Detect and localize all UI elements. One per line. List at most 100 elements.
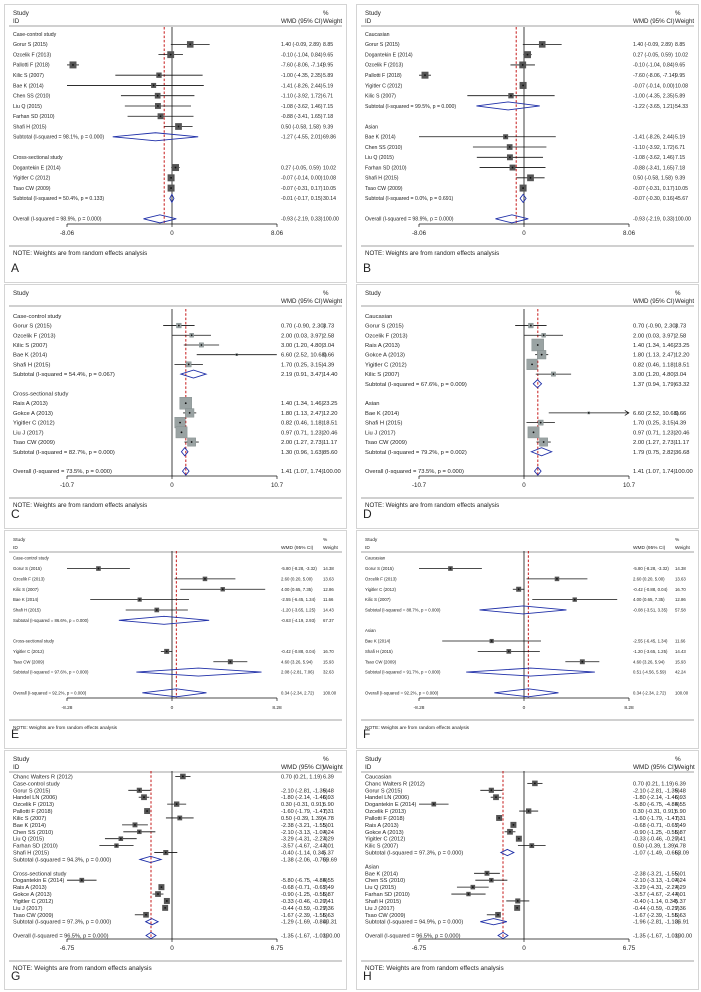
study-ci-value: -0.44 (-0.59, -0.29) [633, 906, 680, 912]
subtotal-weight-value: 40.31 [323, 920, 337, 926]
study-point-estimate [190, 334, 193, 337]
study-weight-value: 4.78 [675, 844, 686, 850]
study-weight-value: 11.66 [675, 639, 686, 644]
study-ci-value: -1.00 (-4.35, 2.35) [633, 94, 675, 100]
study-label: Pallotti F (2018) [13, 809, 53, 815]
study-label: Pallotti F (2018) [13, 63, 50, 69]
study-label: Bae K (2014) [365, 411, 399, 417]
study-point-estimate [180, 431, 183, 434]
study-label: Ozcelik F (2013) [365, 333, 408, 339]
study-point-estimate [532, 431, 535, 434]
header-id-label: ID [365, 764, 372, 771]
study-weight-value: 7.41 [675, 837, 686, 843]
study-label: Shafi H (2015) [365, 899, 401, 905]
study-weight-value: 6.71 [675, 145, 685, 151]
overall-label: Overall (I-squared = 73.5%, p = 0.000) [13, 469, 112, 475]
study-label: Gorur S (2015) [13, 42, 48, 48]
study-label: Dogantekin E (2014) [365, 52, 413, 58]
study-weight-value: 7.36 [323, 906, 334, 912]
study-ci-value: -0.42 (-0.88, 0.04) [633, 587, 668, 592]
header-id-label: ID [365, 545, 370, 551]
study-weight-value: 9.39 [323, 124, 333, 130]
header-weight-label: Weight [323, 298, 342, 305]
study-weight-value: 4.39 [323, 362, 334, 368]
study-point-estimate [490, 640, 493, 642]
study-ci-value: -1.60 (-1.79, -1.41) [281, 809, 328, 815]
header-effect-label: WMD (95% CI) [633, 545, 666, 551]
subtotal-diamond [530, 447, 553, 457]
study-point-estimate [490, 879, 493, 882]
study-weight-value: 6.39 [323, 774, 334, 780]
study-point-estimate [522, 187, 524, 189]
study-ci-value: 2.00 (1.27, 2.73) [633, 440, 676, 446]
study-ci-value: -1.60 (-1.79, -1.41) [633, 816, 680, 822]
study-label: Tsao CW (2009) [365, 659, 397, 664]
study-label: Chen SS (2010) [365, 878, 405, 884]
subgroup-heading: Caucasian [365, 32, 390, 38]
study-weight-value: 10.05 [323, 186, 336, 192]
study-weight-value: 10.02 [323, 165, 336, 171]
study-label: Yigitler C (2012) [365, 362, 407, 368]
forest-plot-d: Study WMD (95% CI)%Weight -10.7 0 10.7 NOTE: … [361, 290, 694, 509]
overall-ci-value: -0.93 (-2.19, 0.33) [633, 217, 675, 223]
study-label: Gorur S (2015) [365, 42, 400, 48]
study-ci-value: -2.10 (-2.81, -1.39) [633, 788, 680, 794]
study-weight-value: 3.04 [323, 343, 335, 349]
study-weight-value: 5.19 [675, 135, 685, 141]
study-ci-value: -0.68 (-0.71, -0.65) [281, 885, 328, 891]
study-label: Bae K (2014) [13, 83, 44, 89]
study-weight-value: 7.18 [675, 165, 685, 171]
study-label: Gorur S (2015) [13, 324, 52, 330]
study-ci-value: -0.90 (-1.25, -0.55) [633, 830, 680, 836]
study-point-estimate [119, 837, 122, 840]
study-point-estimate [509, 830, 511, 833]
overall-ci-value: 1.41 (1.07, 1.74) [281, 469, 324, 475]
header-study-label: Study [13, 290, 30, 297]
header-effect-label: WMD (95% CI) [633, 18, 675, 25]
x-tick-label: -8.06 [60, 230, 75, 237]
study-ci-value: 0.70 (-0.90, 2.30) [281, 324, 326, 330]
forest-panel-e: Study ID WMD (95% CI)% Weight -8.28 0 8.28 NOTE… [4, 530, 347, 749]
subtotal-label: Subtotal (I-squared = 0.0%, p = 0.691) [365, 196, 454, 202]
forest-plot-e: Study ID WMD (95% CI)% Weight -8.28 0 8.28 NOTE… [9, 537, 342, 731]
study-point-estimate [158, 74, 160, 77]
study-ci-value: -0.68 (-0.71, -0.65) [633, 823, 680, 829]
study-ci-value: 2.60 (0.20, 5.00) [281, 576, 313, 581]
study-weight-value: 7.18 [323, 114, 333, 120]
study-point-estimate [517, 837, 520, 840]
study-weight-value: 6.93 [675, 795, 686, 801]
subtotal-weight-value: 36.68 [675, 450, 690, 456]
subtotal-ci-value: -0.01 (-0.17, 0.15) [281, 196, 323, 202]
subtotal-label: Subtotal (I-squared = 88.7%, p = 0.000) [365, 607, 441, 612]
study-point-estimate [152, 84, 155, 87]
overall-weight-value: 100.00 [323, 217, 339, 223]
study-weight-value: 10.08 [675, 83, 688, 89]
subtotal-diamond [466, 667, 595, 677]
study-label: Gokce A (2013) [13, 411, 53, 417]
study-weight-value: 7.49 [675, 823, 686, 829]
study-ci-value: -1.08 (-3.62, 1.46) [281, 104, 323, 110]
subtotal-diamond [144, 918, 160, 926]
panel-letter-a: A [11, 261, 20, 275]
overall-label: Overall (I-squared = 98.9%, p = 0.000) [365, 217, 454, 223]
study-point-estimate [497, 913, 499, 916]
study-weight-value: 9.39 [675, 176, 685, 182]
study-weight-value: 5.48 [675, 788, 686, 794]
x-tick-label: 0 [170, 945, 174, 952]
study-point-estimate [573, 598, 576, 601]
subtotal-diamond [479, 605, 567, 615]
study-point-estimate [221, 588, 224, 591]
subtotal-diamond [136, 667, 262, 677]
overall-weight-value: 100.00 [675, 469, 693, 475]
weights-note: NOTE: Weights are from random effects an… [13, 250, 147, 257]
study-weight-value: 13.63 [675, 576, 686, 581]
study-weight-value: 5.19 [323, 83, 333, 89]
study-ci-value: 0.97 (0.71, 1.23) [281, 430, 324, 436]
study-ci-value: -2.38 (-3.21, -1.55) [281, 823, 328, 829]
x-tick-label: 0 [171, 705, 174, 711]
header-id-label: ID [13, 545, 18, 551]
study-point-estimate [160, 886, 163, 889]
